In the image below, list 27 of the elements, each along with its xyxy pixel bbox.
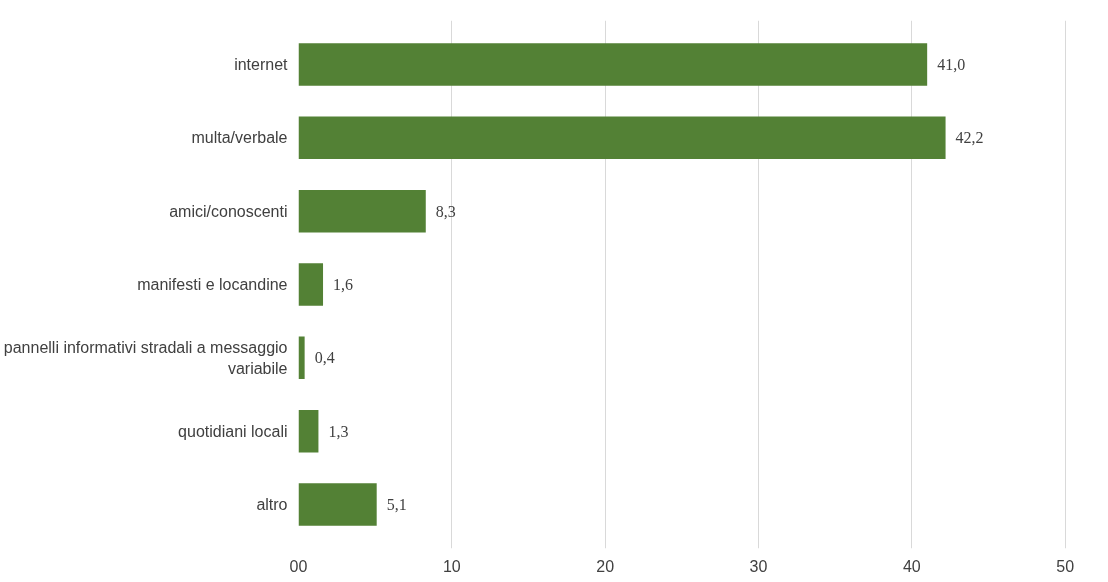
y-tick-label: internet — [234, 56, 289, 73]
bar — [298, 43, 928, 86]
data-label: 1,6 — [333, 276, 354, 293]
bar — [298, 336, 305, 380]
x-tick-label: 10 — [442, 557, 461, 575]
x-tick-label: 50 — [1056, 557, 1075, 575]
y-tick-label: altro — [256, 496, 288, 513]
x-tick-label: 20 — [596, 557, 615, 575]
data-label: 42,2 — [955, 129, 984, 147]
y-tick-label: amici/conoscenti — [169, 202, 288, 220]
y-tick-label: quotidiani locali — [178, 422, 288, 440]
bar — [298, 116, 946, 160]
data-label: 1,3 — [328, 422, 349, 440]
x-tick-label: 40 — [902, 557, 921, 575]
x-tick-label: 30 — [749, 557, 768, 575]
data-label: 0,4 — [314, 349, 335, 367]
x-tick-label: 00 — [289, 557, 308, 575]
data-label: 8,3 — [435, 202, 456, 220]
y-tick-label: manifesti e locandine — [137, 276, 288, 293]
bar — [298, 483, 377, 526]
bar — [298, 263, 324, 306]
data-label: 41,0 — [937, 56, 966, 73]
y-tick-label: pannelli informativi stradali a messaggio variabile — [3, 339, 288, 377]
bar — [298, 189, 426, 233]
data-label: 5,1 — [386, 496, 407, 513]
bar — [298, 409, 319, 453]
y-tick-label: multa/verbale — [191, 129, 288, 147]
